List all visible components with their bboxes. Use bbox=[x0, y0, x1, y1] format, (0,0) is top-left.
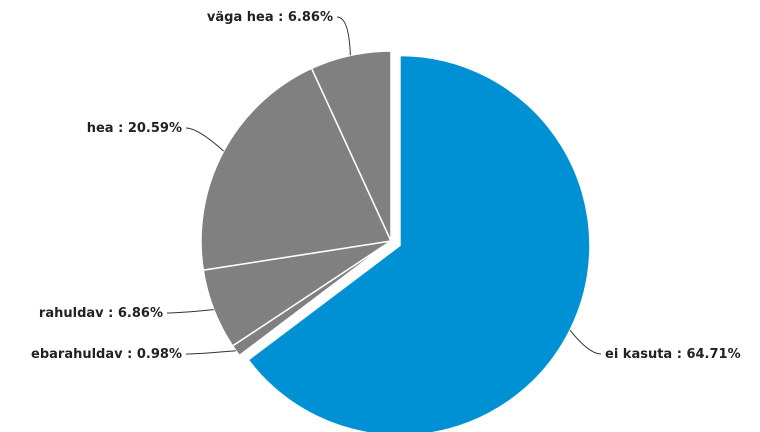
label-name: väga hea bbox=[207, 10, 274, 25]
label-name: ebarahuldav bbox=[31, 347, 123, 362]
label-value: 0.98% bbox=[137, 347, 182, 362]
label-separator: : bbox=[274, 10, 288, 25]
leader-line bbox=[336, 16, 351, 56]
label-separator: : bbox=[123, 347, 137, 362]
pie-slice bbox=[247, 54, 591, 432]
label-value: 64.71% bbox=[686, 347, 740, 362]
label-name: ei kasuta bbox=[605, 347, 672, 362]
slice-label: ei kasuta : 64.71% bbox=[605, 347, 741, 362]
label-value: 20.59% bbox=[128, 121, 182, 136]
label-separator: : bbox=[114, 121, 128, 136]
leader-line bbox=[185, 127, 224, 152]
label-name: rahuldav bbox=[39, 306, 104, 321]
label-name: hea bbox=[87, 121, 114, 136]
label-separator: : bbox=[672, 347, 686, 362]
leader-line bbox=[569, 329, 602, 355]
slice-label: hea : 20.59% bbox=[87, 121, 182, 136]
label-value: 6.86% bbox=[118, 306, 163, 321]
slice-label: rahuldav : 6.86% bbox=[39, 306, 163, 321]
leader-line bbox=[166, 309, 214, 314]
slice-label: ebarahuldav : 0.98% bbox=[31, 347, 182, 362]
leader-line bbox=[185, 350, 236, 355]
label-separator: : bbox=[104, 306, 118, 321]
label-value: 6.86% bbox=[288, 10, 333, 25]
pie-slice bbox=[200, 67, 393, 271]
slice-label: väga hea : 6.86% bbox=[207, 10, 333, 25]
